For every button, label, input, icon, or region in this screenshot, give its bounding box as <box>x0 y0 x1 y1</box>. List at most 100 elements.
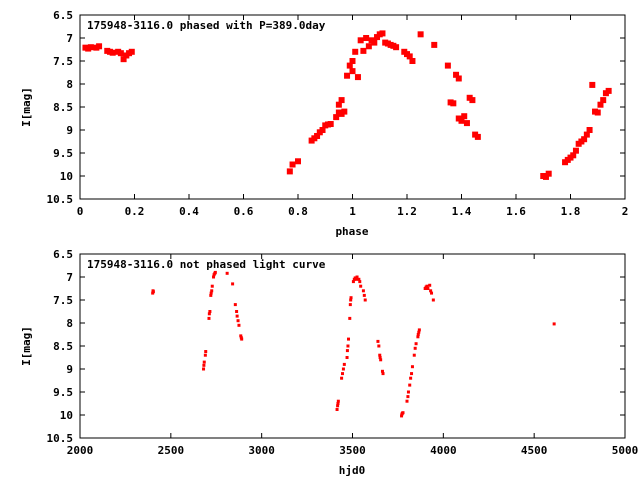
data-point <box>286 168 293 175</box>
data-point <box>344 72 351 79</box>
data-point <box>381 372 385 376</box>
x-axis-label: hjd0 <box>339 464 366 477</box>
x-tick-label: 5000 <box>612 444 639 457</box>
data-point <box>240 337 244 341</box>
data-points <box>151 270 556 418</box>
y-tick-label: 8 <box>66 78 73 91</box>
data-point <box>357 277 361 281</box>
data-point <box>335 101 342 108</box>
data-point <box>209 293 213 297</box>
data-point <box>380 369 384 373</box>
y-tick-label: 10.5 <box>47 193 74 206</box>
y-tick-label: 8.5 <box>53 340 73 353</box>
data-point <box>545 170 552 177</box>
data-point <box>458 117 465 124</box>
x-tick-label: 0.8 <box>288 205 308 218</box>
data-point <box>349 296 353 300</box>
data-point <box>345 349 349 353</box>
data-point <box>289 161 296 168</box>
data-point <box>361 289 365 293</box>
data-point <box>237 323 241 327</box>
data-point <box>365 43 372 50</box>
y-tick-label: 7 <box>66 32 73 45</box>
x-tick-label: 3000 <box>248 444 275 457</box>
data-point <box>430 291 434 295</box>
data-point <box>400 414 404 418</box>
data-point <box>572 147 579 154</box>
data-point <box>349 58 356 64</box>
data-point <box>586 127 593 133</box>
data-point <box>542 173 549 180</box>
data-point <box>202 360 206 364</box>
x-tick-label: 1.6 <box>506 205 526 218</box>
data-point <box>348 316 352 320</box>
y-tick-label: 9 <box>66 363 73 376</box>
data-point <box>347 337 351 341</box>
data-point <box>426 287 430 290</box>
data-point <box>235 310 239 313</box>
y-tick-label: 7.5 <box>53 55 73 68</box>
data-point <box>338 97 345 104</box>
data-point <box>463 120 470 127</box>
x-tick-label: 2000 <box>67 444 94 457</box>
data-point <box>346 344 350 348</box>
data-point <box>401 411 405 415</box>
data-point <box>414 342 418 346</box>
data-point <box>207 312 211 316</box>
data-point <box>352 48 359 55</box>
data-point <box>431 41 438 48</box>
data-point <box>378 353 382 357</box>
data-point <box>431 298 435 302</box>
data-point <box>417 328 421 332</box>
unphased-light-curve-panel: 175948-3116.0 not phased light curve hjd… <box>20 248 638 477</box>
data-point <box>345 356 349 359</box>
data-point <box>417 31 424 38</box>
plot-frame <box>79 14 626 200</box>
data-point <box>410 365 414 369</box>
x-tick-label: 4000 <box>430 444 457 457</box>
data-point <box>351 280 355 284</box>
data-point <box>362 293 366 297</box>
data-point <box>376 339 380 343</box>
data-point <box>600 97 607 104</box>
data-point <box>409 376 413 380</box>
data-point <box>469 97 476 104</box>
y-axis-ticks: 6.5 7 7.5 8 8.5 9 9.5 10 10.5 <box>47 9 625 206</box>
data-point <box>379 358 383 362</box>
data-point <box>295 158 301 165</box>
phased-light-curve-panel: 175948-3116.0 phased with P=389.0day pha… <box>20 9 628 238</box>
data-point <box>406 390 410 394</box>
x-axis-ticks: 2000 2500 3000 3500 4000 4500 5000 <box>67 254 639 457</box>
data-point <box>333 114 340 121</box>
data-point <box>425 284 429 288</box>
data-point <box>340 376 344 380</box>
data-point <box>358 280 362 284</box>
x-tick-label: 2500 <box>158 444 185 457</box>
chart-title: 175948-3116.0 not phased light curve <box>87 258 326 271</box>
y-tick-label: 7.5 <box>53 294 73 307</box>
x-tick-label: 1 <box>349 205 356 218</box>
x-axis-ticks: 0 0.2 0.4 0.6 0.8 1 1.2 1.4 1.6 1.8 2 <box>77 15 628 218</box>
data-point <box>202 363 206 367</box>
data-point <box>207 316 211 320</box>
data-point <box>239 334 243 338</box>
data-point <box>378 356 382 359</box>
data-point <box>455 75 462 82</box>
data-point <box>109 49 116 56</box>
data-point <box>342 362 346 366</box>
x-tick-label: 1.2 <box>397 205 417 218</box>
data-point <box>444 62 451 69</box>
data-point <box>203 353 207 357</box>
data-point <box>336 399 340 403</box>
data-point <box>583 131 590 138</box>
data-point <box>393 44 400 51</box>
data-point <box>416 335 420 339</box>
data-point <box>428 283 432 287</box>
x-tick-label: 0.4 <box>179 205 199 218</box>
data-point <box>461 113 468 120</box>
data-point <box>406 395 410 399</box>
data-point <box>552 322 556 326</box>
data-point <box>346 62 353 69</box>
x-tick-label: 1.4 <box>452 205 472 218</box>
data-point <box>474 133 481 140</box>
